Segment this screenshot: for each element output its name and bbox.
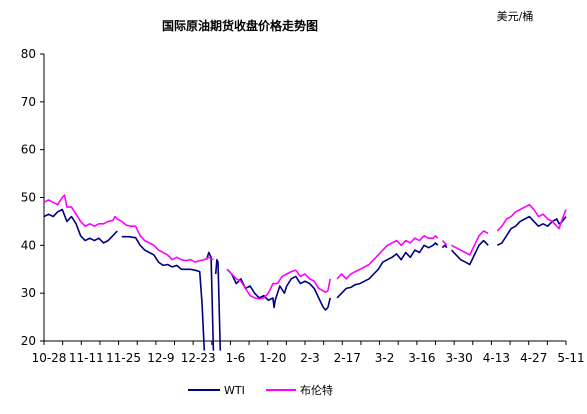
x-tick-label: 12-23 [181, 351, 216, 365]
x-tick-label: 4-27 [520, 351, 547, 365]
x-axis: 10-28 11-11 11-25 12-9 12-23 1-6 1-20 2-3 2-17 3-… [32, 340, 585, 365]
legend-brent-label: 布伦特 [300, 383, 333, 397]
unit-label: 美元/桶 [497, 9, 534, 23]
legend: WTI 布伦特 [188, 383, 333, 397]
legend-wti-label: WTI [224, 384, 245, 397]
x-tick-label: 11-11 [69, 351, 104, 365]
y-axis: 20 30 40 50 60 70 80 [21, 47, 45, 348]
x-tick-label: 2-3 [300, 351, 320, 365]
x-tick-label: 11-25 [106, 351, 141, 365]
y-tick-label: 20 [21, 334, 36, 348]
y-tick-label: 30 [21, 286, 36, 300]
y-tick-label: 40 [21, 238, 36, 252]
x-tick-label: 1-20 [259, 351, 286, 365]
x-tick-label: 1-6 [226, 351, 246, 365]
x-tick-label: 3-2 [375, 351, 395, 365]
y-tick-label: 70 [21, 95, 36, 109]
chart-title: 国际原油期货收盘价格走势图 [162, 18, 318, 33]
x-tick-label: 3-16 [408, 351, 435, 365]
y-tick-label: 50 [21, 191, 36, 205]
x-tick-label: 3-30 [446, 351, 473, 365]
y-tick-label: 60 [21, 143, 36, 157]
series-line-brent [43, 194, 567, 300]
x-tick-label: 12-9 [147, 351, 174, 365]
y-tick-label: 80 [21, 47, 36, 61]
series-line-wti [43, 208, 567, 351]
x-tick-label: 5-11 [557, 351, 584, 365]
x-tick-label: 2-17 [334, 351, 361, 365]
series-layer [43, 194, 567, 351]
x-tick-label: 4-13 [483, 351, 510, 365]
x-tick-label: 10-28 [32, 351, 67, 365]
